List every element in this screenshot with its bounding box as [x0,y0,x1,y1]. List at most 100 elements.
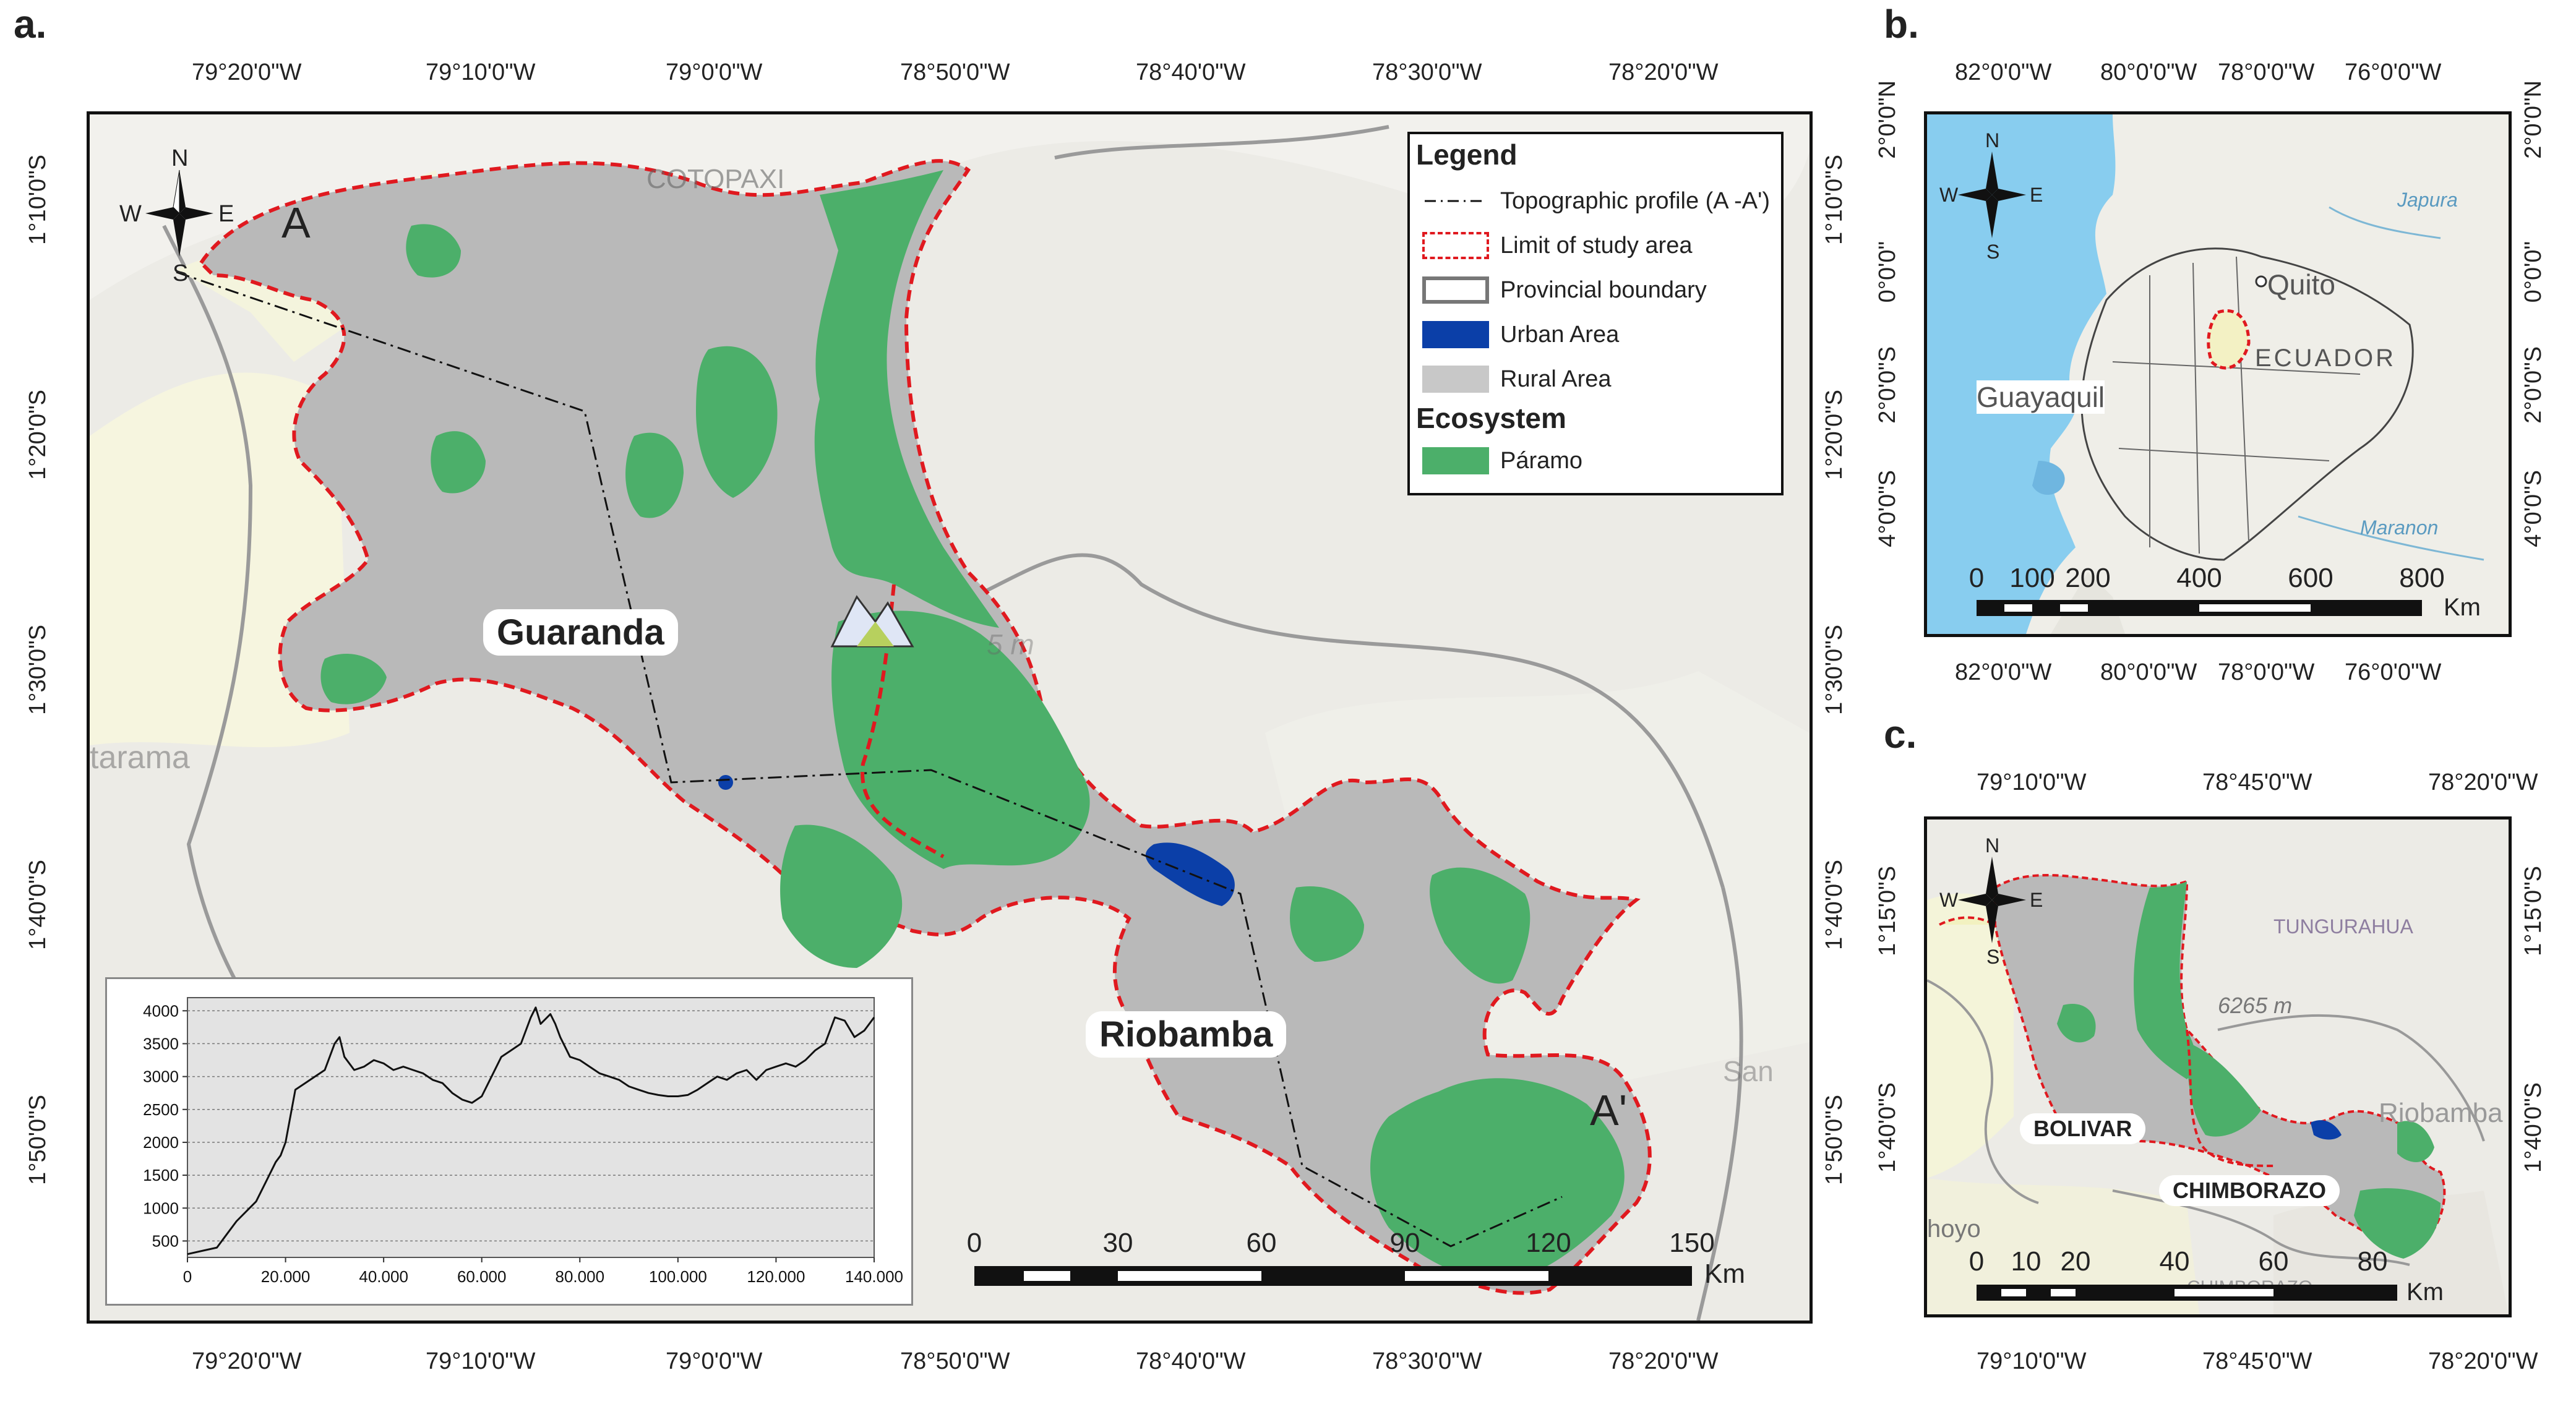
compass-w: W [1939,184,1959,206]
scale-label: 0 [966,1228,982,1258]
scale-label: 40 [2159,1246,2190,1277]
city-label-riobamba: Riobamba [1086,1011,1287,1058]
panel-a-letter: a. [14,2,47,46]
coord-label: 4°0'0"S [1874,470,1900,547]
coord-label: 79°10'0"W [1977,769,2087,795]
legend-item-urban: Urban Area [1422,321,1619,348]
coord-label: 1°30'0"S [1821,625,1847,715]
scale-label: 0 [1968,563,1985,593]
x-tick-label: 120.000 [747,1267,805,1286]
y-tick-label: 1500 [143,1166,179,1184]
x-tick-label: 60.000 [457,1267,507,1286]
scale-bar: 0 10 20 40 60 80 Km [1964,1246,2496,1308]
x-tick-label: 100.000 [649,1267,707,1286]
coord-label: 0°0'0" [2520,241,2546,303]
basemap-label-tarama: tarama [90,740,190,776]
coord-label: 1°50'0"S [1821,1095,1847,1185]
coord-label: 1°20'0"S [25,390,51,480]
basemap-label-elevation: 5 m [987,628,1034,661]
y-tick-label: 3000 [143,1068,179,1086]
coord-label: 2°0'0"N [1874,80,1900,159]
panel-c-map-drawing [1927,820,2509,1314]
coord-label: 78°45'0"W [2202,769,2312,795]
scale-label: 60 [1246,1228,1277,1258]
scale-label: 20 [2060,1246,2091,1277]
panel-a-map[interactable]: COTOPAXI tarama 5 m San N S W E A A' Gua… [87,111,1813,1324]
grey-outline-box-icon [1422,276,1489,304]
scale-label: 0 [1968,1246,1985,1277]
x-tick-label: 40.000 [359,1267,408,1286]
panel-c-letter: c. [1884,712,1917,756]
map-label-hoyo: hoyo [1927,1215,1981,1243]
scale-bar: 0 30 60 90 120 150 Km [967,1228,1745,1302]
coord-label: 78°40'0"W [1136,59,1246,85]
compass-rose-icon: N S W E [1939,127,2043,269]
coord-label: 79°0'0"W [666,1348,763,1374]
map-label-riobamba: Riobamba [2379,1098,2503,1128]
x-tick-label: 0 [183,1267,192,1286]
x-tick-label: 20.000 [261,1267,311,1286]
panel-b-map[interactable]: N S W E Quito ECUADOR Guayaquil Japura M… [1924,111,2512,637]
coord-label: 79°10'0"W [426,1348,536,1374]
legend-item-study-limit: Limit of study area [1422,232,1692,259]
green-fill-icon [1422,447,1489,474]
dash-dot-line-icon [1425,200,1487,202]
compass-s: S [1986,946,2000,968]
legend-item-rural: Rural Area [1422,366,1612,393]
x-tick-label: 80.000 [556,1267,605,1286]
basemap-label-san: San [1723,1055,1774,1087]
compass-w: W [1939,889,1959,911]
panel-c-map[interactable]: N S W E TUNGURAHUA 6265 m Riobamba hoyo … [1924,816,2512,1317]
profile-point-a: A [281,199,311,247]
legend-ecosystem-title: Ecosystem [1416,402,1566,434]
coord-label: 79°10'0"W [426,59,536,85]
compass-rose-icon: N S W E [119,145,234,288]
coord-label: 4°0'0"S [2520,470,2546,547]
legend-label: Urban Area [1500,321,1620,348]
compass-e: E [218,201,234,227]
coord-label: 0°0'0" [1874,241,1900,303]
scale-label: 150 [1669,1228,1715,1258]
scale-label: 60 [2258,1246,2289,1277]
compass-s: S [173,260,189,286]
coord-label: 82°0'0"W [1955,59,2052,85]
coord-label: 78°45'0"W [2202,1348,2312,1374]
coord-label: 2°0'0"S [2520,346,2546,424]
coord-label: 79°20'0"W [192,1348,302,1374]
coord-label: 2°0'0"S [1874,346,1900,424]
volcano-icon [830,595,914,648]
map-label-elevation: 6265 m [2218,993,2293,1018]
coord-label: 78°20'0"W [1608,1348,1719,1374]
y-tick-label: 500 [152,1231,179,1250]
plot-area [187,997,875,1258]
coord-label: 2°0'0"N [2520,80,2546,159]
coord-label: 78°30'0"W [1372,59,1482,85]
x-tick-label: 140.000 [845,1267,903,1286]
city-label-guaranda: Guaranda [483,609,678,656]
compass-s: S [1986,241,2000,263]
coord-label: 82°0'0"W [1955,659,2052,685]
coord-label: 1°40'0"S [1821,860,1847,950]
scale-label: 30 [1102,1228,1133,1258]
compass-e: E [2030,184,2043,206]
legend-title: Legend [1416,139,1518,171]
coord-label: 1°50'0"S [25,1095,51,1185]
coord-label: 79°0'0"W [666,59,763,85]
panel-b-map-drawing [1927,114,2509,634]
coord-label: 80°0'0"W [2100,59,2197,85]
legend-item-provincial: Provincial boundary [1422,276,1707,304]
scale-unit: Km [2406,1278,2444,1306]
coord-label: 1°40'0"S [25,860,51,950]
scale-label: 120 [1526,1228,1571,1258]
coord-label: 1°10'0"S [25,155,51,245]
y-tick-label: 2000 [143,1133,179,1152]
coord-label: 1°40'0"S [1874,1082,1900,1173]
compass-n: N [171,145,189,171]
map-label-maranon: Maranon [2360,516,2439,539]
scale-label: 600 [2288,563,2333,593]
coord-label: 78°20'0"W [1608,59,1719,85]
legend-item-paramo: Páramo [1422,447,1582,474]
coord-label: 76°0'0"W [2345,59,2442,85]
scale-label: 80 [2357,1246,2388,1277]
map-label-ecuador: ECUADOR [2255,345,2397,372]
